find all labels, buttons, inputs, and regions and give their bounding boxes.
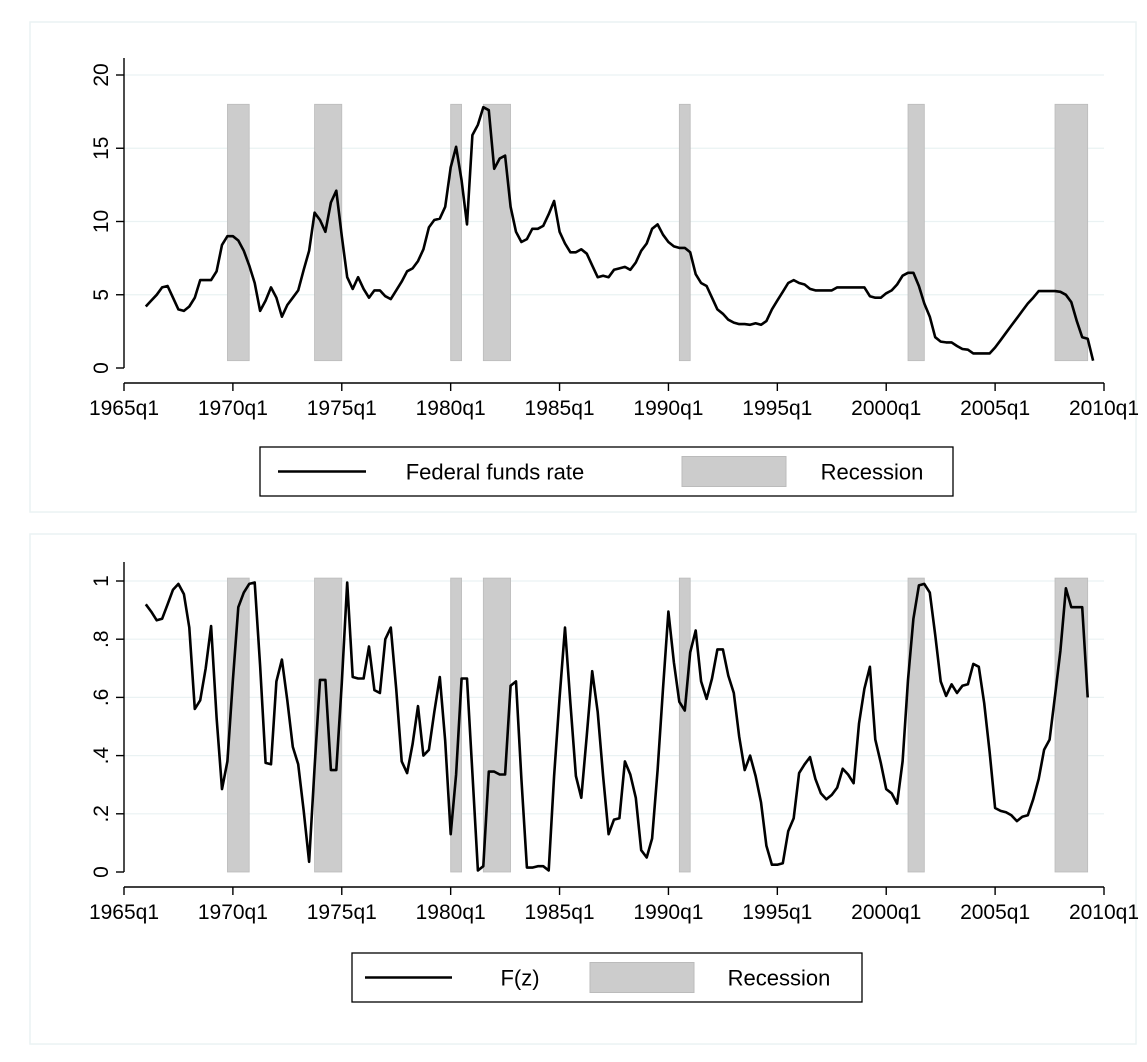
x-tick-label: 1975q1 bbox=[307, 397, 377, 420]
x-tick-label: 1970q1 bbox=[198, 901, 268, 924]
y-tick-label: 20 bbox=[90, 63, 113, 86]
x-tick-label: 1980q1 bbox=[416, 901, 486, 924]
recession-band bbox=[907, 103, 925, 362]
axes: 0 5 10 15 20 1965q1 1970q1 1975q1 1980q1 1985q1 19… bbox=[89, 58, 1139, 420]
recession-band bbox=[907, 577, 925, 873]
recession-band bbox=[678, 577, 691, 873]
series-line bbox=[144, 105, 1095, 362]
recession-band bbox=[482, 103, 511, 362]
panel-federal-funds-rate: 0 5 10 15 20 1965q1 1970q1 1975q1 1980q1 1985q1 19… bbox=[29, 21, 1139, 513]
legend-line-label: F(z) bbox=[500, 966, 539, 991]
y-tick-label: .6 bbox=[90, 689, 113, 707]
y-tick-label: .8 bbox=[90, 630, 113, 648]
legend-band-label: Recession bbox=[821, 460, 924, 485]
legend-line-label: Federal funds rate bbox=[406, 460, 585, 485]
x-tick-label: 2010q1 bbox=[1069, 901, 1139, 924]
legend-box bbox=[259, 446, 954, 497]
y-tick-label: .2 bbox=[90, 805, 113, 823]
x-tick-label: 2000q1 bbox=[851, 397, 921, 420]
x-tick-label: 1970q1 bbox=[198, 397, 268, 420]
x-tick-label: 2005q1 bbox=[960, 901, 1030, 924]
x-tick-label: 2010q1 bbox=[1069, 397, 1139, 420]
x-tick-label: 2000q1 bbox=[851, 901, 921, 924]
series bbox=[144, 581, 1089, 872]
x-tick-label: 1965q1 bbox=[89, 397, 159, 420]
recession-band bbox=[314, 103, 343, 362]
y-tick-label: 10 bbox=[90, 210, 113, 233]
panel-border bbox=[29, 533, 1137, 1045]
recession-band bbox=[482, 577, 511, 873]
legend: F(z) Recession bbox=[351, 952, 863, 1003]
recession-band bbox=[227, 103, 250, 362]
y-tick-label: 0 bbox=[90, 866, 113, 878]
x-tick-label: 1980q1 bbox=[416, 397, 486, 420]
panel-border bbox=[29, 21, 1137, 513]
x-tick-label: 1995q1 bbox=[742, 901, 812, 924]
legend-band-key bbox=[681, 456, 787, 487]
gridlines bbox=[124, 580, 1104, 815]
y-tick-label: .4 bbox=[90, 747, 113, 765]
x-tick-label: 1995q1 bbox=[742, 397, 812, 420]
recession-bands bbox=[227, 577, 1089, 873]
series bbox=[144, 105, 1095, 362]
recession-band bbox=[450, 103, 462, 362]
x-tick-label: 2005q1 bbox=[960, 397, 1030, 420]
x-tick-label: 1990q1 bbox=[633, 397, 703, 420]
recession-band bbox=[450, 577, 462, 873]
y-tick-label: 0 bbox=[90, 362, 113, 374]
gridlines bbox=[124, 74, 1104, 296]
legend: Federal funds rate Recession bbox=[259, 446, 954, 497]
axes: 0 .2 .4 .6 .8 1 1965q1 1970q1 1975q1 1980q1 1985q1… bbox=[89, 562, 1139, 924]
x-tick-label: 1965q1 bbox=[89, 901, 159, 924]
panel-f-of-z: 0 .2 .4 .6 .8 1 1965q1 1970q1 1975q1 1980q1 1985q1… bbox=[29, 533, 1139, 1045]
series-line bbox=[144, 581, 1089, 872]
x-tick-label: 1990q1 bbox=[633, 901, 703, 924]
y-tick-label: 1 bbox=[90, 575, 113, 587]
recession-bands bbox=[227, 103, 1089, 362]
y-tick-label: 5 bbox=[90, 289, 113, 301]
x-tick-label: 1985q1 bbox=[525, 901, 595, 924]
x-tick-label: 1975q1 bbox=[307, 901, 377, 924]
legend-band-label: Recession bbox=[728, 966, 831, 991]
x-tick-label: 1985q1 bbox=[525, 397, 595, 420]
recession-band bbox=[678, 103, 691, 362]
legend-band-key bbox=[589, 962, 695, 993]
recession-band bbox=[227, 577, 250, 873]
recession-band bbox=[1054, 103, 1089, 362]
y-tick-label: 15 bbox=[90, 137, 113, 160]
